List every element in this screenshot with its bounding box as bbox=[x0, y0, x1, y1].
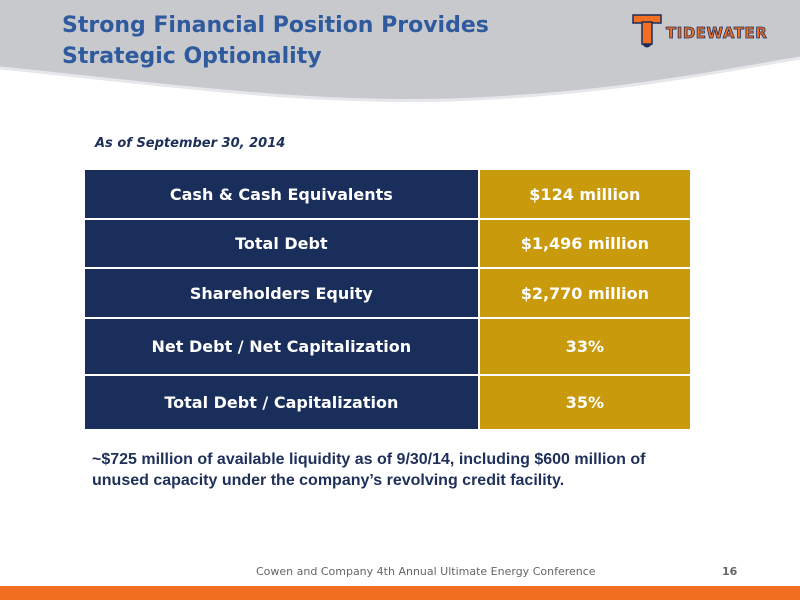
table-row: Cash & Cash Equivalents $124 million bbox=[83, 168, 693, 220]
slide-title: Strong Financial Position Provides Strat… bbox=[62, 10, 489, 72]
as-of-date: As of September 30, 2014 bbox=[95, 136, 286, 151]
row-label: Cash & Cash Equivalents bbox=[83, 168, 480, 220]
footer-bar bbox=[0, 586, 800, 600]
logo-wordmark: TIDEWATER bbox=[666, 24, 767, 42]
financial-table: Cash & Cash Equivalents $124 million Tot… bbox=[83, 168, 693, 431]
liquidity-note-line-1: ~$725 million of available liquidity as … bbox=[92, 451, 646, 468]
footer-conference: Cowen and Company 4th Annual Ultimate En… bbox=[256, 565, 596, 578]
row-label: Total Debt / Capitalization bbox=[83, 374, 480, 431]
row-value: $2,770 million bbox=[477, 267, 693, 319]
slide-title-line-1: Strong Financial Position Provides bbox=[62, 13, 489, 38]
row-value: $124 million bbox=[477, 168, 693, 220]
header-band bbox=[0, 0, 800, 103]
row-value: $1,496 million bbox=[477, 218, 693, 269]
row-value: 33% bbox=[477, 317, 693, 376]
row-label: Net Debt / Net Capitalization bbox=[83, 317, 480, 376]
liquidity-note-line-2: unused capacity under the company’s revo… bbox=[92, 472, 565, 489]
row-label: Shareholders Equity bbox=[83, 267, 480, 319]
tidewater-logo: TIDEWATER bbox=[632, 14, 767, 48]
row-value: 35% bbox=[477, 374, 693, 431]
page-number: 16 bbox=[722, 565, 738, 578]
slide-title-line-2: Strategic Optionality bbox=[62, 44, 322, 69]
table-row: Shareholders Equity $2,770 million bbox=[83, 267, 693, 319]
liquidity-note: ~$725 million of available liquidity as … bbox=[92, 449, 732, 491]
table-row: Total Debt / Capitalization 35% bbox=[83, 374, 693, 431]
table-row: Net Debt / Net Capitalization 33% bbox=[83, 317, 693, 376]
table-row: Total Debt $1,496 million bbox=[83, 218, 693, 269]
row-label: Total Debt bbox=[83, 218, 480, 269]
